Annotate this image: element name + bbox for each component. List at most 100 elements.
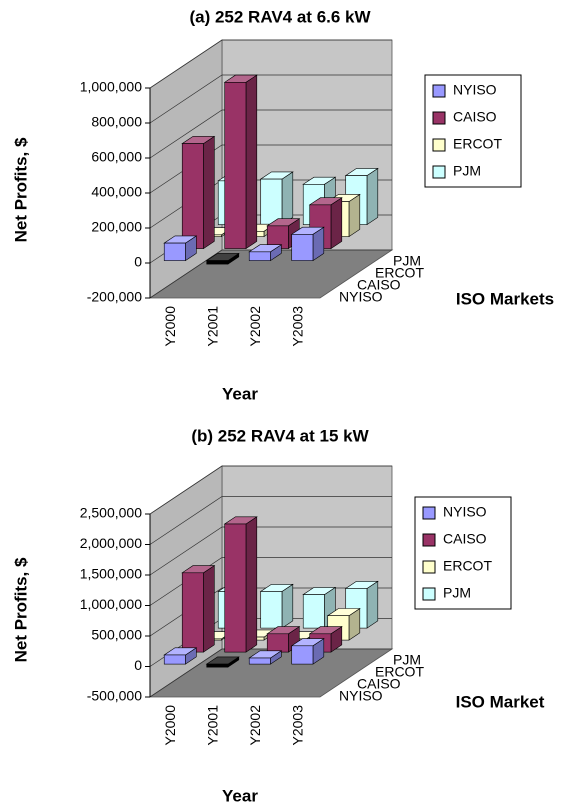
bar <box>181 135 216 250</box>
legend-swatch <box>422 560 436 574</box>
y-tick-label: 200,000 <box>91 219 142 235</box>
z-axis-title: ISO Markets <box>456 289 554 308</box>
bar-front <box>206 663 229 668</box>
bar <box>326 607 361 641</box>
y-tick-label: 800,000 <box>91 114 142 130</box>
bar-front <box>291 645 314 665</box>
bar-side <box>281 171 294 226</box>
z-tick-label: CAISO <box>357 277 401 293</box>
grid-line <box>149 465 392 515</box>
legend-swatch <box>432 111 446 125</box>
bar <box>205 656 240 668</box>
grid-line <box>149 249 392 299</box>
y-tick-label: -200,000 <box>87 289 142 305</box>
bar-front <box>224 523 247 653</box>
bar-side <box>366 580 379 629</box>
bar-front <box>206 260 229 265</box>
bar <box>223 74 258 250</box>
bar-front <box>260 591 283 629</box>
legend-label: PJM <box>443 585 471 601</box>
y-tick-label: 600,000 <box>91 149 142 165</box>
y-tick-label: 0 <box>134 657 142 673</box>
grid-line <box>149 39 392 89</box>
x-axis-title: Year <box>222 786 258 805</box>
z-axis-title: ISO Market <box>456 692 545 711</box>
legend-swatch <box>422 587 436 601</box>
bar-front <box>163 654 186 665</box>
legend-swatch <box>422 533 436 547</box>
legend-label: CAISO <box>453 109 497 125</box>
bar-front <box>266 633 289 653</box>
legend-swatch <box>432 84 446 98</box>
chart-title: (a) 252 RAV4 at 6.6 kW <box>189 7 371 26</box>
grid-line <box>149 557 392 606</box>
legend-label: NYISO <box>453 82 497 98</box>
chart-title: (b) 252 RAV4 at 15 kW <box>191 426 369 445</box>
bar <box>266 626 301 653</box>
y-tick-label: 400,000 <box>91 184 142 200</box>
bar-front <box>302 594 325 629</box>
bar-side <box>245 74 258 250</box>
legend-swatch <box>422 506 436 520</box>
bar <box>248 650 283 665</box>
bar <box>163 647 198 665</box>
bar-front <box>163 242 186 261</box>
legend-label: ERCOT <box>443 558 492 574</box>
z-tick-label: CAISO <box>357 676 401 692</box>
x-tick-label: Y2000 <box>162 306 178 347</box>
x-tick-label: Y2000 <box>162 705 178 746</box>
bar-front <box>248 657 271 665</box>
legend-label: ERCOT <box>453 136 502 152</box>
y-tick-label: 2,000,000 <box>80 535 142 551</box>
y-tick-label: 1,500,000 <box>80 566 142 582</box>
bar <box>205 252 240 265</box>
bar-side <box>203 565 215 653</box>
bar <box>259 583 294 629</box>
legend-swatch <box>432 138 446 152</box>
bar-front <box>224 82 247 249</box>
grid-line <box>149 109 392 159</box>
y-tick-label: -500,000 <box>87 688 142 704</box>
bar-front <box>181 143 204 249</box>
grid-line <box>149 496 392 545</box>
y-tick-label: 500,000 <box>91 627 142 643</box>
bar-side <box>366 167 379 226</box>
bar-front <box>181 572 204 653</box>
legend-label: PJM <box>453 163 481 179</box>
y-axis-title: Net Profits, $ <box>11 557 30 662</box>
z-tick-label: ERCOT <box>375 664 424 680</box>
bar <box>259 171 294 226</box>
bar-side <box>203 135 215 250</box>
bar <box>302 586 337 629</box>
y-tick-label: 1,000,000 <box>80 79 142 95</box>
grid-line <box>149 74 392 124</box>
z-tick-label: PJM <box>393 652 421 668</box>
y-tick-label: 0 <box>134 254 142 270</box>
x-tick-label: Y2001 <box>204 705 220 746</box>
legend-swatch <box>432 165 446 179</box>
grid-line <box>149 144 392 194</box>
bar <box>248 244 283 262</box>
bar <box>223 516 258 653</box>
bar <box>181 565 216 653</box>
bar-side <box>245 516 258 653</box>
bar-side <box>330 197 343 250</box>
y-tick-label: 1,000,000 <box>80 596 142 612</box>
x-tick-label: Y2003 <box>289 306 305 347</box>
z-tick-label: NYISO <box>339 289 383 305</box>
grid-line <box>149 526 392 576</box>
legend-label: CAISO <box>443 531 487 547</box>
bar <box>163 235 198 262</box>
bar-front <box>260 178 283 225</box>
z-tick-label: ERCOT <box>375 265 424 281</box>
legend-label: NYISO <box>443 504 487 520</box>
z-tick-label: NYISO <box>339 688 383 704</box>
x-tick-label: Y2002 <box>247 705 263 746</box>
x-axis-title: Year <box>222 384 258 403</box>
y-axis-title: Net Profits, $ <box>11 137 30 242</box>
bar-front <box>291 234 314 261</box>
x-tick-label: Y2002 <box>247 306 263 347</box>
x-tick-label: Y2003 <box>289 705 305 746</box>
bar-front <box>248 251 271 261</box>
